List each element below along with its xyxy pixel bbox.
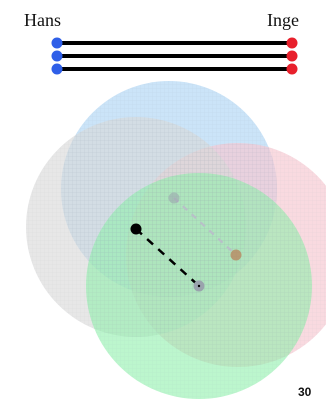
right-endpoint-2 bbox=[286, 50, 298, 62]
faded-gray-marker bbox=[168, 192, 180, 204]
right-name-label: Inge bbox=[267, 10, 299, 30]
black-marker bbox=[130, 223, 142, 235]
left-name-label: Hans bbox=[24, 10, 61, 30]
left-endpoint-2 bbox=[51, 50, 63, 62]
right-endpoint-1 bbox=[286, 37, 298, 49]
left-endpoint-1 bbox=[51, 37, 63, 49]
left-endpoint-3 bbox=[51, 63, 63, 75]
brown-marker bbox=[230, 249, 242, 261]
left-endpoints bbox=[51, 37, 63, 75]
relation-markers bbox=[130, 192, 242, 292]
gray-marker-center bbox=[197, 284, 201, 288]
overlapping-circles bbox=[26, 81, 326, 399]
faded-dashed-connector bbox=[173, 197, 237, 256]
page-number: 30 bbox=[298, 385, 312, 399]
right-endpoint-3 bbox=[286, 63, 298, 75]
right-endpoints bbox=[286, 37, 298, 75]
connection-lines bbox=[58, 41, 291, 71]
